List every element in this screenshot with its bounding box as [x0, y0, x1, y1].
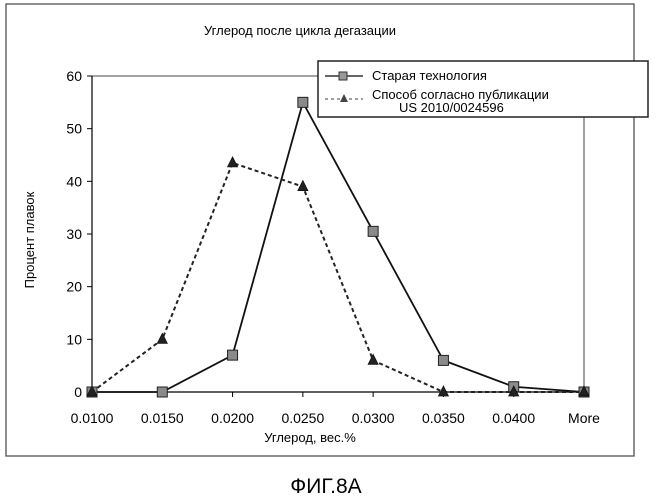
x-tick-label: 0.0400	[492, 410, 535, 426]
x-tick-label: 0.0300	[352, 410, 395, 426]
y-tick-label: 30	[66, 226, 82, 242]
legend-label-new-line2: US 2010/0024596	[399, 100, 504, 115]
figure-caption: ФИГ.8A	[290, 475, 361, 498]
y-tick-label: 40	[66, 173, 82, 189]
data-point-square	[438, 355, 448, 365]
y-tick-label: 20	[66, 279, 82, 295]
series-layer	[87, 97, 589, 397]
y-tick-label: 0	[74, 384, 82, 400]
data-point-triangle	[228, 157, 238, 167]
data-point-triangle	[298, 181, 308, 191]
x-tick-label: 0.0200	[211, 410, 254, 426]
x-axis-label: Углерод, вес.%	[264, 430, 356, 445]
data-point-triangle	[368, 354, 378, 364]
data-point-square	[368, 226, 378, 236]
x-tick-label: 0.0250	[281, 410, 324, 426]
legend: Старая технология Способ согласно публик…	[318, 61, 648, 117]
series-line-1	[92, 163, 584, 392]
y-tick-group: 0 10 20 30 40 50 60	[66, 68, 92, 400]
legend-label-old: Старая технология	[372, 68, 487, 83]
y-axis-label: Процент плавок	[22, 191, 37, 288]
x-tick-label: 0.0100	[71, 410, 114, 426]
x-tick-label: 0.0350	[422, 410, 465, 426]
data-point-square	[228, 350, 238, 360]
data-point-square	[157, 387, 167, 397]
series-line-0	[92, 102, 584, 392]
x-tick-group: 0.0100 0.0150 0.0200 0.0250 0.0300 0.0350 0.04…	[71, 392, 601, 426]
legend-marker-square-icon	[339, 72, 347, 80]
y-tick-label: 50	[66, 121, 82, 137]
x-tick-label: More	[568, 410, 600, 426]
y-tick-label: 60	[66, 68, 82, 84]
y-tick-label: 10	[66, 331, 82, 347]
chart-title: Углерод после цикла дегазации	[204, 23, 396, 38]
data-point-triangle	[157, 333, 167, 343]
x-tick-label: 0.0150	[141, 410, 184, 426]
plot-area	[92, 76, 584, 392]
data-point-square	[298, 97, 308, 107]
